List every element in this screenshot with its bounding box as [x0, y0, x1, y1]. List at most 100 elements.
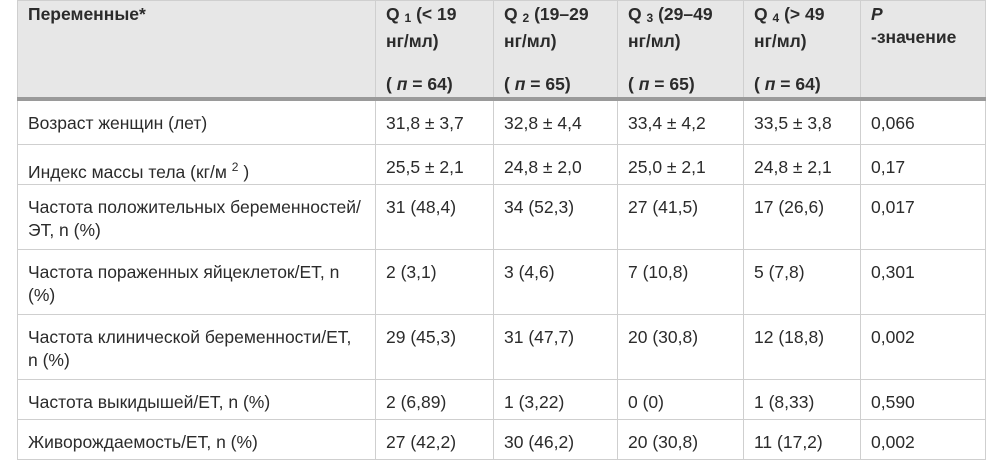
- quartile-letter: Q: [628, 4, 642, 24]
- p-symbol: P: [871, 4, 883, 24]
- n-value: = 65): [530, 74, 571, 94]
- value-cell: 31,8 ± 3,7: [375, 98, 494, 145]
- value-cell: 0 (0): [617, 378, 744, 420]
- table-row: Живорождаемость/ET, n (%) 27 (42,2) 30 (46…: [17, 418, 986, 460]
- row-label-cell: Частота выкидышей/ET, n (%): [17, 378, 376, 420]
- table-row: Частота пораженных яйцеклеток/ET, n (%) 2…: [17, 248, 986, 315]
- quartile-index: 3: [646, 11, 654, 25]
- row-label: Возраст женщин (лет): [28, 113, 208, 133]
- row-label-cell: Частота положительных беременностей/ЭТ, …: [17, 183, 376, 250]
- value-cell: 27 (42,2): [375, 418, 494, 460]
- value-cell: 5 (7,8): [743, 248, 861, 315]
- value-cell: 0,590: [860, 378, 986, 420]
- quartile-letter: Q: [754, 4, 768, 24]
- row-label-cell: Частота клинической беременности/ET, n (…: [17, 313, 376, 380]
- n-symbol: п: [514, 74, 526, 94]
- table-row: Индекс массы тела (кг/м 2 ) 25,5 ± 2,1 24,…: [17, 143, 986, 185]
- row-label-suffix: ): [243, 161, 250, 182]
- row-label: Частота пораженных яйцеклеток/ET, n (%): [28, 261, 340, 305]
- header-cell: Q 3 (29–49 нг/мл) ( п = 65): [617, 0, 744, 101]
- header-label: Переменные*: [28, 4, 146, 24]
- spacer: [386, 53, 483, 73]
- row-label-cell: Индекс массы тела (кг/м 2 ): [17, 143, 376, 185]
- value-cell: 24,8 ± 2,1: [743, 143, 861, 185]
- value-cell: 24,8 ± 2,0: [493, 143, 618, 185]
- value-cell: 3 (4,6): [493, 248, 618, 315]
- row-label-cell: Живорождаемость/ET, n (%): [17, 418, 376, 460]
- spacer: [504, 53, 607, 73]
- row-label-cell: Возраст женщин (лет): [17, 98, 376, 145]
- n-open: (: [754, 74, 760, 94]
- row-label: Частота положительных беременностей/ЭТ, …: [28, 196, 361, 240]
- value-cell: 11 (17,2): [743, 418, 861, 460]
- n-value: = 65): [654, 74, 695, 94]
- value-cell: 33,4 ± 4,2: [617, 98, 744, 145]
- n-value: = 64): [780, 74, 821, 94]
- n-symbol: п: [764, 74, 776, 94]
- value-cell: 34 (52,3): [493, 183, 618, 250]
- quartile-range: (< 19 нг/мл): [386, 4, 457, 51]
- value-cell: 1 (8,33): [743, 378, 861, 420]
- header-cell: Q 2 (19–29 нг/мл) ( п = 65): [493, 0, 618, 101]
- row-label: Индекс массы тела (кг/м: [28, 161, 227, 182]
- table-row: Частота клинической беременности/ET, n (…: [17, 313, 986, 380]
- n-open: (: [504, 74, 510, 94]
- value-cell: 0,066: [860, 98, 986, 145]
- value-cell: 29 (45,3): [375, 313, 494, 380]
- value-cell: 33,5 ± 3,8: [743, 98, 861, 145]
- value-cell: 27 (41,5): [617, 183, 744, 250]
- table-body: Возраст женщин (лет) 31,8 ± 3,7 32,8 ± 4,4…: [17, 98, 986, 460]
- value-cell: 12 (18,8): [743, 313, 861, 380]
- n-open: (: [628, 74, 634, 94]
- row-label-cell: Частота пораженных яйцеклеток/ET, n (%): [17, 248, 376, 315]
- value-cell: 25,5 ± 2,1: [375, 143, 494, 185]
- header-row: Переменные* Q 1 (< 19 нг/мл) ( п = 64) Q 2 …: [17, 0, 986, 101]
- n-open: (: [386, 74, 392, 94]
- value-cell: 31 (47,7): [493, 313, 618, 380]
- value-cell: 32,8 ± 4,4: [493, 98, 618, 145]
- header-cell: Q 1 (< 19 нг/мл) ( п = 64): [375, 0, 494, 101]
- value-cell: 2 (3,1): [375, 248, 494, 315]
- spacer: [628, 53, 733, 73]
- quartile-index: 1: [404, 11, 412, 25]
- quartile-index: 2: [522, 11, 530, 25]
- data-table: Переменные* Q 1 (< 19 нг/мл) ( п = 64) Q 2 …: [17, 0, 986, 460]
- header-cell: Q 4 (> 49 нг/мл) ( п = 64): [743, 0, 861, 101]
- quartile-range: (> 49 нг/мл): [754, 4, 825, 51]
- quartile-range: (29–49 нг/мл): [628, 4, 713, 51]
- row-label: Живорождаемость/ET, n (%): [28, 431, 258, 452]
- row-label: Частота выкидышей/ET, n (%): [28, 391, 271, 412]
- value-cell: 0,002: [860, 418, 986, 460]
- quartile-letter: Q: [504, 4, 518, 24]
- table-row: Частота выкидышей/ET, n (%) 2 (6,89) 1 (3,…: [17, 378, 986, 420]
- header-cell: Переменные*: [17, 0, 376, 101]
- value-cell: 31 (48,4): [375, 183, 494, 250]
- value-cell: 20 (30,8): [617, 313, 744, 380]
- p-label: -значение: [871, 27, 957, 47]
- table-row: Возраст женщин (лет) 31,8 ± 3,7 32,8 ± 4,4…: [17, 98, 986, 145]
- value-cell: 0,017: [860, 183, 986, 250]
- spacer: [754, 53, 850, 73]
- value-cell: 17 (26,6): [743, 183, 861, 250]
- value-cell: 2 (6,89): [375, 378, 494, 420]
- value-cell: 1 (3,22): [493, 378, 618, 420]
- value-cell: 30 (46,2): [493, 418, 618, 460]
- value-cell: 0,17: [860, 143, 986, 185]
- row-label: Частота клинической беременности/ET, n (…: [28, 326, 352, 370]
- n-symbol: п: [638, 74, 650, 94]
- header-cell: P -значение: [860, 0, 986, 101]
- value-cell: 0,002: [860, 313, 986, 380]
- quartile-range: (19–29 нг/мл): [504, 4, 589, 51]
- value-cell: 20 (30,8): [617, 418, 744, 460]
- n-value: = 64): [412, 74, 453, 94]
- superscript: 2: [231, 159, 239, 174]
- value-cell: 0,301: [860, 248, 986, 315]
- value-cell: 25,0 ± 2,1: [617, 143, 744, 185]
- quartile-letter: Q: [386, 4, 400, 24]
- table-row: Частота положительных беременностей/ЭТ, …: [17, 183, 986, 250]
- quartile-index: 4: [772, 11, 780, 25]
- n-symbol: п: [396, 74, 408, 94]
- table-header: Переменные* Q 1 (< 19 нг/мл) ( п = 64) Q 2 …: [17, 0, 986, 101]
- value-cell: 7 (10,8): [617, 248, 744, 315]
